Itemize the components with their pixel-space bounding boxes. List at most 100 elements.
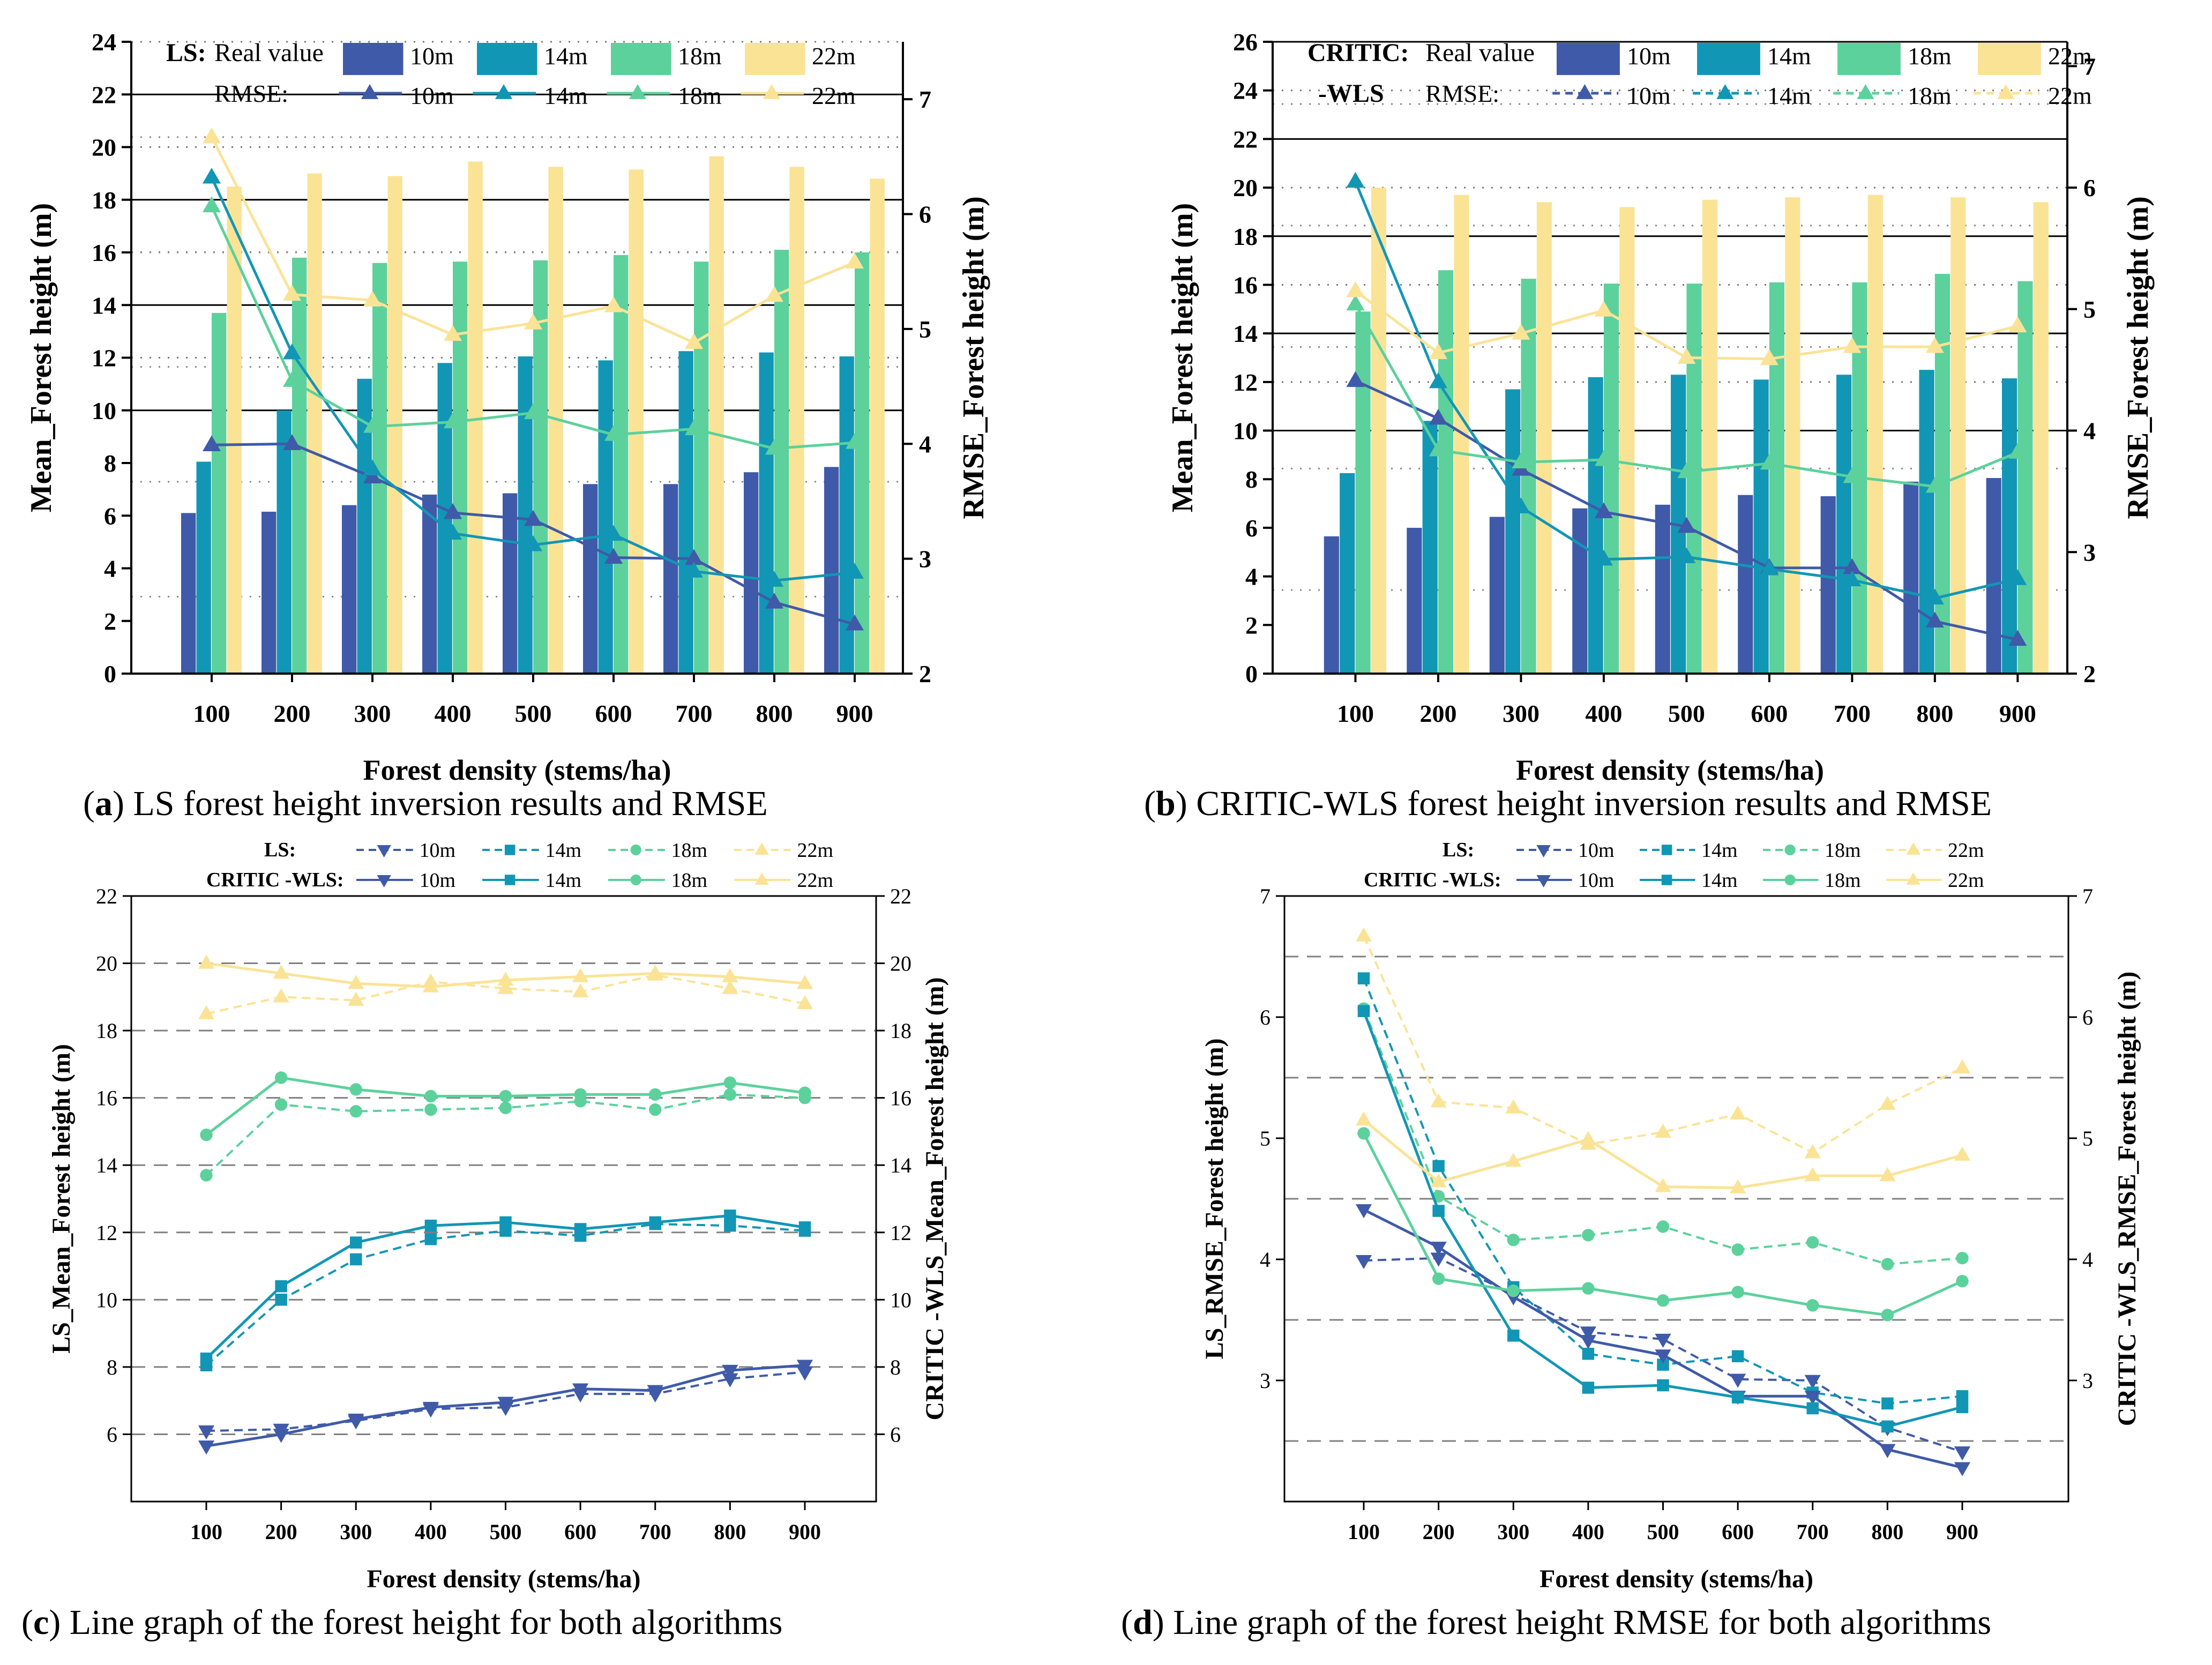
critic-point-14m-400 bbox=[1582, 1382, 1595, 1394]
x-tick-label: 600 bbox=[1751, 700, 1788, 727]
legend-ls-marker-10m bbox=[1536, 845, 1551, 858]
ls-point-22m-800 bbox=[722, 980, 738, 994]
ls-point-14m-900 bbox=[1956, 1390, 1969, 1402]
critic-point-18m-700 bbox=[1806, 1299, 1819, 1312]
ls-point-22m-200 bbox=[1430, 1093, 1447, 1108]
legend-ls-marker-22m bbox=[754, 842, 769, 855]
legend-algo: CRITIC: bbox=[1307, 39, 1409, 67]
y-tick-label: 12 bbox=[96, 1221, 117, 1245]
x-tick-label: 200 bbox=[1419, 700, 1456, 727]
y2-tick-label: 6 bbox=[2082, 1005, 2093, 1029]
bar-18m-900 bbox=[855, 252, 870, 674]
y2-tick-label: 7 bbox=[919, 86, 931, 113]
bar-10m-600 bbox=[583, 484, 598, 674]
ls-point-14m-200 bbox=[1432, 1160, 1445, 1173]
y-tick-label: 12 bbox=[1233, 369, 1258, 396]
ls-point-18m-200 bbox=[274, 1098, 288, 1111]
legend-swatch-22m bbox=[1978, 43, 2041, 75]
critic-point-14m-800 bbox=[724, 1209, 736, 1222]
chart-c: 6 8 10 12 14 16 18 20 22 6 8 10 12 14 16 18 20 22 100 200 30… bbox=[47, 839, 949, 1593]
y-tick-label: 3 bbox=[1260, 1369, 1271, 1393]
bar-22m-700 bbox=[709, 156, 724, 674]
rmse-point-14m-600 bbox=[1760, 559, 1778, 576]
legend-critic-label-10m: 10m bbox=[1578, 869, 1615, 892]
bar-18m-500 bbox=[1686, 283, 1702, 674]
rmse-point-18m-800 bbox=[1925, 476, 1944, 493]
critic-point-18m-800 bbox=[723, 1076, 737, 1089]
critic-point-10m-500 bbox=[1655, 1349, 1671, 1364]
ls-line-14m bbox=[205, 1223, 805, 1367]
ls-point-18m-500 bbox=[499, 1101, 512, 1115]
ls-point-22m-500 bbox=[1655, 1123, 1671, 1138]
rmse-point-14m-900 bbox=[2008, 569, 2027, 585]
x-tick-label: 600 bbox=[564, 1520, 596, 1544]
legend-critic-label-22m: 22m bbox=[797, 869, 834, 892]
x-tick-label: 700 bbox=[1834, 700, 1871, 727]
rmse-point-22m-200 bbox=[1429, 343, 1447, 359]
legend-critic: CRITIC -WLS: bbox=[206, 869, 344, 891]
rmse-point-14m-300 bbox=[363, 459, 382, 475]
rmse-point-22m-600 bbox=[604, 296, 623, 312]
y-tick-label: 6 bbox=[104, 502, 116, 529]
legend-ls-marker-10m bbox=[377, 845, 391, 858]
legend-critic-label-22m: 22m bbox=[1948, 869, 1984, 892]
rmse-point-10m-300 bbox=[363, 467, 382, 483]
critic-point-18m-200 bbox=[1432, 1272, 1445, 1285]
legend-critic-label-10m: 10m bbox=[420, 869, 456, 892]
critic-point-22m-600 bbox=[572, 968, 589, 982]
critic-point-14m-400 bbox=[424, 1219, 437, 1232]
legend-line-label-18m: 18m bbox=[678, 82, 722, 109]
rmse-point-22m-500 bbox=[1677, 348, 1696, 364]
legend-marker-18m bbox=[629, 84, 647, 99]
rmse-point-14m-400 bbox=[443, 524, 462, 540]
rmse-point-18m-500 bbox=[524, 403, 543, 419]
y2-tick-label: 4 bbox=[2083, 417, 2096, 445]
y2-tick-label: 20 bbox=[890, 952, 911, 976]
rmse-point-14m-500 bbox=[524, 535, 543, 551]
bar-18m-800 bbox=[774, 250, 789, 674]
critic-point-22m-700 bbox=[1804, 1167, 1821, 1182]
legend-ls-label-14m: 14m bbox=[545, 839, 582, 862]
critic-point-10m-100 bbox=[198, 1440, 215, 1455]
x-tick-label: 800 bbox=[756, 700, 793, 727]
y2-tick-label: 18 bbox=[890, 1019, 911, 1043]
y-tick-label: 6 bbox=[107, 1422, 117, 1446]
x-tick-label: 300 bbox=[1503, 700, 1540, 727]
ls-point-10m-100 bbox=[1355, 1255, 1372, 1270]
legend-line-label-22m: 22m bbox=[2048, 82, 2092, 109]
rmse-point-22m-700 bbox=[684, 333, 704, 349]
bar-18m-900 bbox=[2017, 281, 2033, 674]
critic-point-18m-500 bbox=[499, 1089, 512, 1103]
rmse-point-22m-900 bbox=[2008, 316, 2027, 333]
critic-point-14m-200 bbox=[1432, 1205, 1445, 1217]
ls-point-22m-200 bbox=[273, 988, 289, 1003]
ls-point-18m-300 bbox=[1507, 1234, 1520, 1246]
legend-critic-label-14m: 14m bbox=[545, 869, 582, 892]
bar-10m-100 bbox=[181, 513, 196, 674]
y-tick-label: 16 bbox=[92, 239, 116, 266]
legend-ls-label-14m: 14m bbox=[1701, 839, 1738, 862]
legend-ls: LS: bbox=[264, 839, 296, 861]
critic-point-10m-700 bbox=[647, 1385, 663, 1399]
ls-point-10m-900 bbox=[1954, 1446, 1971, 1461]
rmse-point-10m-400 bbox=[443, 503, 462, 519]
y-tick-label: 12 bbox=[92, 345, 116, 372]
critic-point-14m-900 bbox=[1956, 1401, 1969, 1413]
x-tick-label: 600 bbox=[595, 700, 632, 727]
critic-point-22m-600 bbox=[1730, 1179, 1746, 1193]
bar-22m-700 bbox=[1867, 195, 1883, 674]
critic-point-10m-100 bbox=[1355, 1204, 1372, 1219]
x-tick-label: 900 bbox=[1946, 1520, 1978, 1544]
rmse-point-22m-300 bbox=[363, 290, 382, 307]
y2-tick-label: 6 bbox=[919, 201, 931, 228]
ls-point-14m-800 bbox=[1881, 1397, 1894, 1410]
bar-22m-200 bbox=[307, 173, 322, 674]
x-tick-label: 900 bbox=[836, 700, 873, 727]
rmse-point-18m-200 bbox=[282, 371, 302, 387]
legend-ls-label-22m: 22m bbox=[1948, 839, 1984, 862]
bar-18m-100 bbox=[212, 312, 227, 674]
y-tick-label: 10 bbox=[96, 1288, 117, 1312]
x-tick-label: 200 bbox=[274, 700, 311, 727]
legend-critic: CRITIC -WLS: bbox=[1364, 869, 1501, 891]
